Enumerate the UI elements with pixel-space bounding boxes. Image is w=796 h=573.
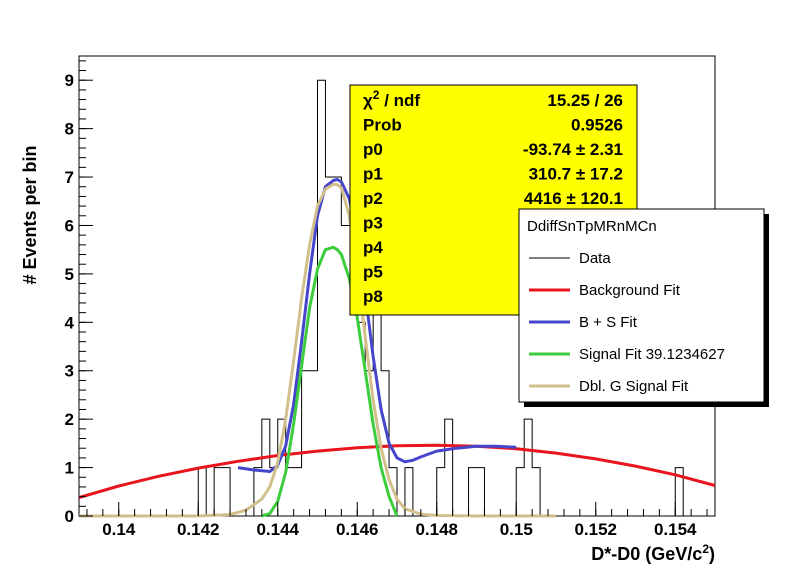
stats-label-4: p2 xyxy=(363,189,383,208)
stats-value-1: 0.9526 xyxy=(571,116,623,135)
stats-label-5: p3 xyxy=(363,214,383,233)
stats-label-3: p1 xyxy=(363,165,383,184)
y-tick-label-3: 3 xyxy=(65,362,74,381)
x-tick-label-3: 0.146 xyxy=(336,520,379,539)
legend-label-3: Signal Fit 39.1234627 xyxy=(579,346,725,363)
legend-label-1: Background Fit xyxy=(579,282,681,299)
y-tick-label-4: 4 xyxy=(65,313,75,332)
stats-value-3: 310.7 ± 17.2 xyxy=(529,165,623,184)
histogram-data xyxy=(86,79,715,517)
stats-value-2: -93.74 ± 2.31 xyxy=(523,140,623,159)
y-axis-title: # Events per bin xyxy=(20,145,40,284)
legend-box xyxy=(518,208,765,403)
y-tick-label-6: 6 xyxy=(65,216,74,235)
x-axis-title: D*-D0 (GeV/c2) xyxy=(591,542,715,564)
stats-value-0: 15.25 / 26 xyxy=(547,91,623,110)
y-tick-label-1: 1 xyxy=(65,459,74,478)
stats-value-4: 4416 ± 120.1 xyxy=(524,189,623,208)
x-tick-label-5: 0.15 xyxy=(500,520,533,539)
stats-label-7: p5 xyxy=(363,263,383,282)
series-line-0 xyxy=(78,443,716,500)
x-tick-label-6: 0.152 xyxy=(574,520,617,539)
stats-label-8: p8 xyxy=(363,287,383,306)
stats-label-1: Prob xyxy=(363,116,402,135)
legend-label-2: B + S Fit xyxy=(579,314,638,331)
legend-title: DdiffSnTpMRnMCn xyxy=(527,218,657,235)
legend-label-4: Dbl. G Signal Fit xyxy=(579,378,689,395)
x-tick-label-7: 0.154 xyxy=(654,520,697,539)
series-line-3 xyxy=(79,182,556,518)
stats-label-0: χ2 / ndf xyxy=(363,88,420,110)
stats-label-6: p4 xyxy=(363,238,383,257)
y-tick-label-9: 9 xyxy=(65,71,74,90)
x-tick-label-2: 0.144 xyxy=(256,520,299,539)
y-tick-label-5: 5 xyxy=(65,265,74,284)
stats-label-2: p0 xyxy=(363,140,383,159)
y-tick-label-8: 8 xyxy=(65,120,74,139)
x-tick-label-4: 0.148 xyxy=(415,520,458,539)
legend-label-0: Data xyxy=(579,250,611,267)
series-line-2 xyxy=(261,245,399,518)
x-tick-label-1: 0.142 xyxy=(177,520,220,539)
y-tick-label-7: 7 xyxy=(65,168,74,187)
x-tick-label-0: 0.14 xyxy=(102,520,136,539)
y-tick-label-0: 0 xyxy=(65,507,74,526)
y-tick-label-2: 2 xyxy=(65,410,74,429)
